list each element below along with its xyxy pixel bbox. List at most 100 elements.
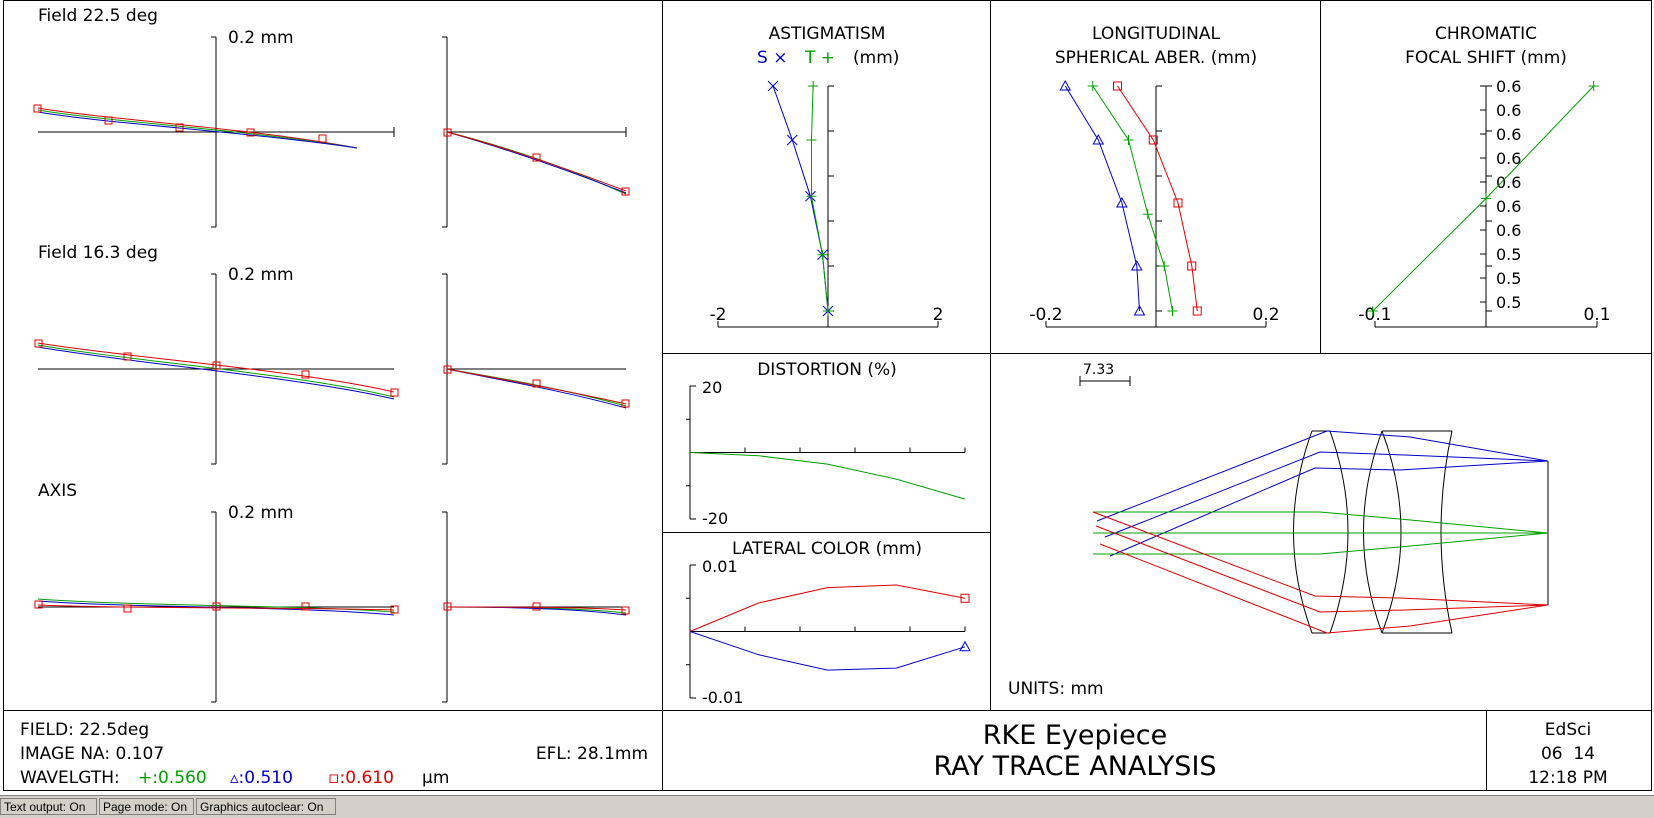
chromatic-y-tick-labels: 0.6 0.6 0.6 0.6 0.6 0.6 0.6 0.5 0.5 0.5 bbox=[1480, 77, 1521, 312]
status-graphics-autoclear[interactable]: Graphics autoclear: On bbox=[196, 798, 336, 815]
series-line-0 bbox=[689, 452, 966, 500]
org-name: EdSci bbox=[1545, 720, 1591, 740]
chromatic-y-tick-label-4: 0.6 bbox=[1496, 173, 1521, 192]
lens-2-front bbox=[1363, 430, 1383, 634]
chromatic-y-tick-label-5: 0.6 bbox=[1496, 197, 1521, 216]
distortion-title: DISTORTION (%) bbox=[757, 360, 897, 380]
series-point-2-2 bbox=[1173, 198, 1183, 208]
distortion-y-max: 20 bbox=[702, 378, 722, 397]
series-point-1-4 bbox=[823, 306, 833, 316]
astigmatism-legend: S × T + (mm) bbox=[757, 48, 899, 68]
astigmatism-legend-units: (mm) bbox=[853, 48, 899, 68]
lateral-color-y-min: -0.01 bbox=[702, 688, 743, 707]
rays-green bbox=[1093, 511, 1549, 555]
fan-scale-label-2: 0.2 mm bbox=[228, 265, 294, 285]
fan-markers-red bbox=[33, 104, 327, 143]
chromatic-y-tick-label-0: 0.6 bbox=[1496, 77, 1521, 96]
series-point-2-3 bbox=[1187, 261, 1197, 271]
series-point-1-2 bbox=[806, 191, 817, 202]
fan-row-3 bbox=[34, 511, 630, 703]
info-wavelength-blue: ▵:0.510 bbox=[230, 768, 293, 788]
series-point-0-0 bbox=[1087, 81, 1098, 91]
fan-curve-green bbox=[37, 109, 358, 149]
lateral-color-series bbox=[689, 584, 971, 671]
plot-background bbox=[0, 0, 1654, 795]
series-point-2-4 bbox=[1192, 306, 1202, 316]
chromatic-y-tick-label-7: 0.5 bbox=[1496, 245, 1521, 264]
ray-fan-plots bbox=[33, 36, 630, 703]
series-point-1-0 bbox=[808, 81, 819, 91]
chromatic-y-tick-label-1: 0.6 bbox=[1496, 101, 1521, 120]
report-title: RKE Eyepiece bbox=[983, 720, 1167, 751]
astigmatism-title: ASTIGMATISM bbox=[769, 24, 886, 44]
series-point-1-1 bbox=[1092, 133, 1105, 145]
status-page-mode[interactable]: Page mode: On bbox=[99, 798, 194, 815]
series-end-marker-1 bbox=[959, 640, 971, 652]
fan-scale-label-1: 0.2 mm bbox=[228, 28, 294, 48]
lateral-color-title: LATERAL COLOR (mm) bbox=[732, 539, 922, 559]
astigmatism-legend-t: T + bbox=[804, 48, 835, 68]
series-point-1-2 bbox=[1116, 196, 1128, 208]
distortion-y-min: -20 bbox=[702, 509, 728, 528]
fan-panel-label-2: Field 16.3 deg bbox=[38, 243, 158, 263]
info-wavelength-label: WAVELGTH: bbox=[20, 768, 120, 788]
chromatic-y-tick-label-3: 0.6 bbox=[1496, 149, 1521, 168]
fan-curve-blue bbox=[37, 111, 358, 149]
series-line-1 bbox=[689, 631, 966, 671]
chromatic-title-1: CHROMATIC bbox=[1435, 24, 1537, 44]
series-point-0-1 bbox=[1123, 135, 1134, 145]
fan-curve-red bbox=[37, 107, 358, 149]
longitudinal-series bbox=[1059, 79, 1202, 316]
astigmatism-tick-min: -2 bbox=[710, 305, 727, 325]
series-point-1-0 bbox=[1059, 79, 1072, 91]
longitudinal-tick-max: 0.2 bbox=[1252, 305, 1279, 325]
chromatic-y-tick-label-2: 0.6 bbox=[1496, 125, 1521, 144]
report-subtitle: RAY TRACE ANALYSIS bbox=[933, 751, 1216, 782]
series-point-1-3 bbox=[817, 249, 828, 260]
report-time: 12:18 PM bbox=[1528, 768, 1607, 788]
layout-scale-bar bbox=[1079, 376, 1131, 386]
layout-scale-bar-label: 7.33 bbox=[1083, 362, 1114, 378]
info-wavelength-red: ▫:0.610 bbox=[328, 768, 394, 788]
fan-row-2 bbox=[34, 273, 630, 465]
longitudinal-axes bbox=[1045, 85, 1267, 328]
series-point-0-2 bbox=[1588, 81, 1599, 91]
series-point-0-1 bbox=[786, 134, 798, 146]
layout-units: UNITS: mm bbox=[1008, 679, 1104, 699]
info-wavelength-unit: μm bbox=[422, 768, 449, 788]
astigmatism-tick-max: 2 bbox=[933, 305, 944, 325]
series-point-1-1 bbox=[806, 135, 817, 145]
panel-frame bbox=[3, 0, 1652, 791]
series-point-0-0 bbox=[767, 80, 779, 92]
chromatic-title-2: FOCAL SHIFT (mm) bbox=[1405, 48, 1567, 68]
lateral-color-y-max: 0.01 bbox=[702, 557, 738, 576]
rays-red bbox=[1092, 511, 1549, 634]
status-text-output[interactable]: Text output: On bbox=[0, 798, 97, 815]
chromatic-series bbox=[1367, 81, 1599, 316]
series-point-2-0 bbox=[1113, 81, 1122, 91]
series-point-0-4 bbox=[1167, 306, 1178, 316]
series-line-1 bbox=[1064, 85, 1140, 312]
fan-panel-label-1: Field 22.5 deg bbox=[38, 6, 158, 26]
status-bar: Text output: On Page mode: On Graphics a… bbox=[0, 795, 1654, 818]
series-point-1-3 bbox=[1130, 259, 1143, 271]
series-point-0-2 bbox=[1142, 209, 1153, 220]
series-point-0-1 bbox=[1481, 193, 1491, 204]
distortion-series bbox=[689, 452, 966, 500]
astigmatism-legend-s: S × bbox=[757, 48, 787, 68]
fan-row-1 bbox=[33, 36, 630, 228]
series-point-0-3 bbox=[1159, 261, 1170, 271]
lens-1-back bbox=[1329, 430, 1349, 634]
chromatic-tick-min: -0.1 bbox=[1358, 305, 1391, 325]
longitudinal-title-2: SPHERICAL ABER. (mm) bbox=[1055, 48, 1257, 68]
chromatic-tick-max: 0.1 bbox=[1583, 305, 1610, 325]
chromatic-y-tick-label-8: 0.5 bbox=[1496, 269, 1521, 288]
series-line-2 bbox=[1117, 85, 1198, 312]
chromatic-y-tick-label-9: 0.5 bbox=[1496, 293, 1521, 312]
chromatic-y-tick-label-6: 0.6 bbox=[1496, 221, 1521, 240]
info-efl: EFL: 28.1mm bbox=[536, 744, 648, 764]
longitudinal-title-1: LONGITUDINAL bbox=[1092, 24, 1220, 44]
astigmatism-series bbox=[767, 80, 834, 317]
ray-trace-analysis-plot: Field 22.5 deg 0.2 mm Field 16.3 deg 0.2… bbox=[0, 0, 1654, 795]
optical-layout-view: 7.33 UNITS: mm bbox=[1008, 362, 1549, 699]
